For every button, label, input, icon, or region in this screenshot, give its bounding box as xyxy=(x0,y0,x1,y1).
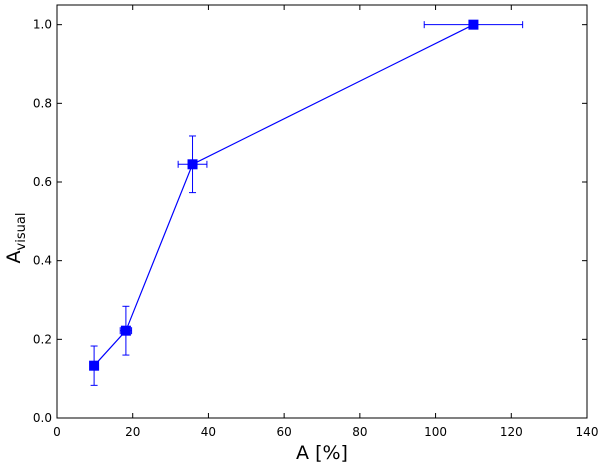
y-tick-label: 0.8 xyxy=(33,96,52,110)
y-tick-label: 0.4 xyxy=(33,254,52,268)
plot-area xyxy=(57,5,587,418)
x-tick-label: 20 xyxy=(125,425,140,439)
y-tick-label: 0.6 xyxy=(33,175,52,189)
y-tick-label: 0.2 xyxy=(33,332,52,346)
x-tick-label: 0 xyxy=(53,425,61,439)
y-axis-title-subscript: visual xyxy=(14,213,29,251)
series-line xyxy=(93,24,474,367)
y-axis-title: Avisual xyxy=(3,213,29,264)
y-axis-title-main: A xyxy=(3,250,25,263)
data-point-marker xyxy=(468,19,479,30)
y-tick-label: 1.0 xyxy=(33,18,52,32)
x-tick-label: 80 xyxy=(352,425,367,439)
data-point-marker xyxy=(120,325,131,336)
x-tick-label: 60 xyxy=(277,425,292,439)
x-tick-label: 100 xyxy=(424,425,447,439)
x-tick-label: 40 xyxy=(201,425,216,439)
data-point-marker xyxy=(89,360,100,371)
x-axis-ticks: 0 20 40 60 80 100 120 140 xyxy=(53,5,598,439)
data-point-marker xyxy=(187,159,198,170)
x-axis-title: A [%] xyxy=(296,442,348,463)
plot-frame xyxy=(56,4,588,419)
x-tick-label: 120 xyxy=(500,425,523,439)
y-tick-label: 0.0 xyxy=(33,411,52,425)
data-layer xyxy=(89,19,524,386)
x-tick-label: 140 xyxy=(576,425,599,439)
y-axis-ticks: 0.0 0.2 0.4 0.6 0.8 1.0 xyxy=(33,18,587,425)
